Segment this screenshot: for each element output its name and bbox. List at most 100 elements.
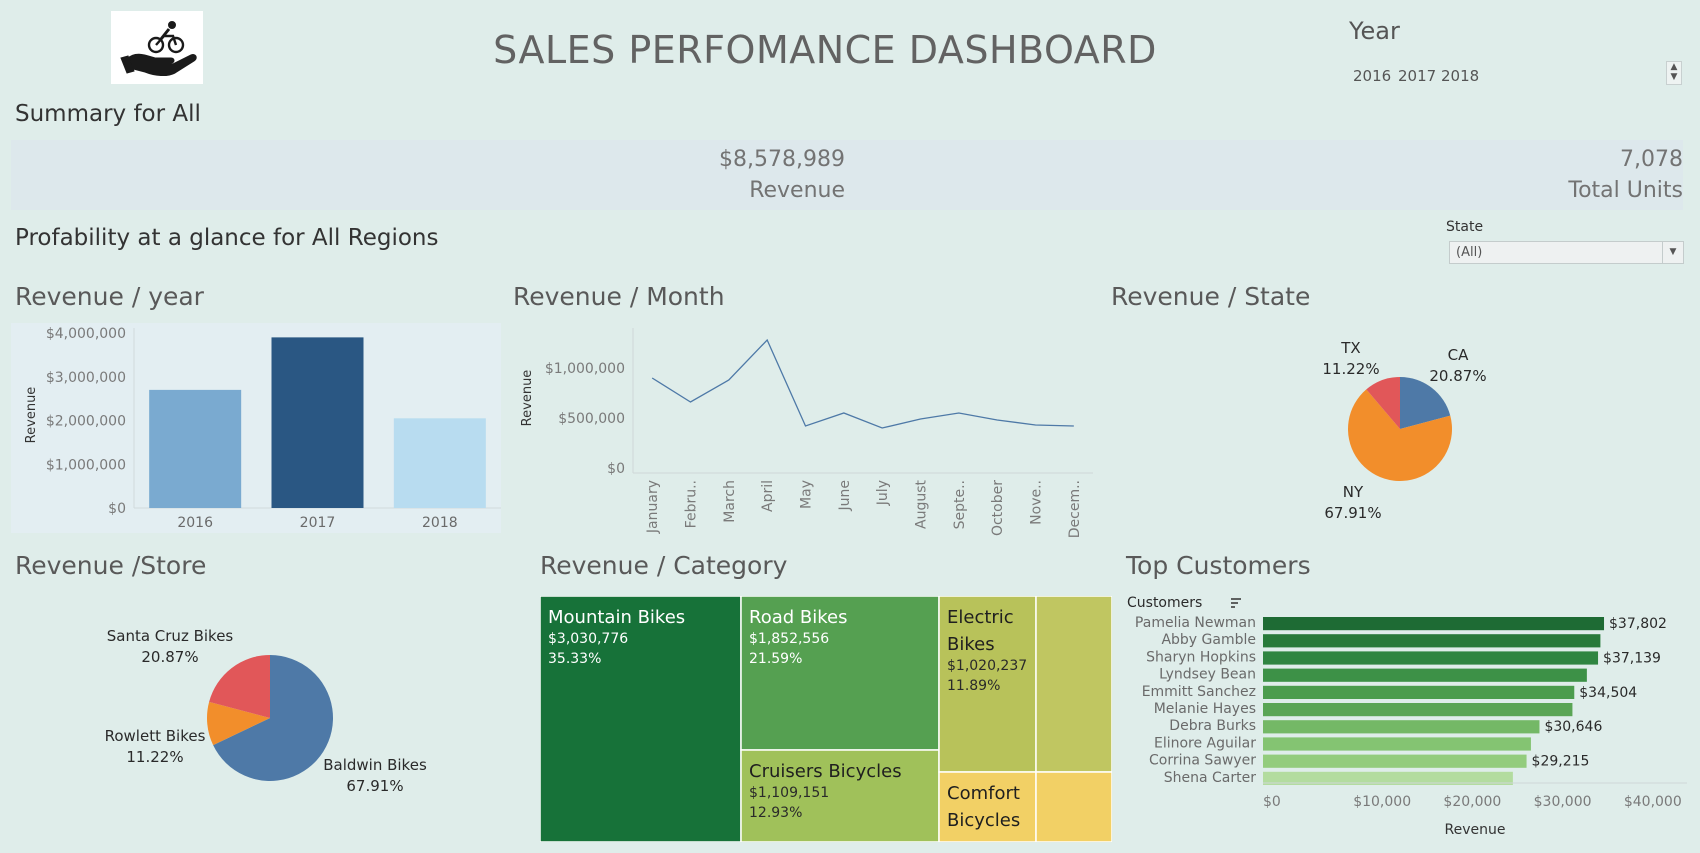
y-tick-label: $2,000,000 xyxy=(46,414,126,430)
slice-rowlett-bikes[interactable] xyxy=(207,701,270,746)
y-tick-label: $0 xyxy=(607,461,625,477)
treemap-name: Mountain Bikes xyxy=(548,607,685,628)
treemap-name: Electric xyxy=(947,607,1014,628)
customer-name: Shena Carter xyxy=(1164,770,1256,786)
summary-title: Summary for All xyxy=(15,101,201,127)
x-tick-label: $10,000 xyxy=(1353,794,1411,810)
customer-bar[interactable] xyxy=(1263,754,1527,768)
slice-ca[interactable] xyxy=(1400,377,1451,429)
treemap-percent: 12.93% xyxy=(749,805,802,821)
year-option-2017[interactable]: 2017 xyxy=(1398,67,1437,85)
customer-bar[interactable] xyxy=(1263,617,1605,631)
customer-bar[interactable] xyxy=(1263,634,1601,648)
y-tick-label: $3,000,000 xyxy=(46,370,126,386)
state-filter-label: State xyxy=(1446,219,1484,235)
dropdown-arrow-icon[interactable]: ▼ xyxy=(1662,242,1683,263)
treemap-cell-comfort-bicycles[interactable]: Comfort Bicycles xyxy=(938,771,1037,842)
treemap-cell-cruisers-bicycles[interactable]: Cruisers Bicycles $1,109,151 12.93% xyxy=(740,749,940,842)
x-tick-label: $40,000 xyxy=(1624,794,1682,810)
treemap-rect[interactable] xyxy=(740,749,940,842)
state-filter-select[interactable]: (All) ▼ xyxy=(1449,241,1684,264)
y-tick-label: $1,000,000 xyxy=(46,457,126,473)
treemap-cell-mountain-bikes[interactable]: Mountain Bikes $3,030,776 35.33% xyxy=(540,596,742,842)
logo xyxy=(111,11,203,84)
customer-bar[interactable] xyxy=(1263,651,1599,665)
customer-name: Elinore Aguilar xyxy=(1154,735,1256,751)
slice-baldwin-bikes[interactable] xyxy=(213,655,333,781)
bar-2017[interactable] xyxy=(271,337,364,508)
bar-2018[interactable] xyxy=(393,418,486,508)
y-tick-label: $4,000,000 xyxy=(46,326,126,342)
treemap-cell-other[interactable] xyxy=(1035,596,1112,773)
treemap-value: $1,109,151 xyxy=(749,785,829,801)
bar-value-label: $37,802 xyxy=(1609,616,1667,632)
treemap-cell-other[interactable] xyxy=(1035,771,1112,842)
revenue-category-chart: Mountain Bikes $3,030,776 35.33% Road Bikes… xyxy=(540,596,1112,842)
customer-name: Emmitt Sanchez xyxy=(1142,684,1256,700)
customer-name: Corrina Sawyer xyxy=(1149,753,1256,769)
customer-bar[interactable] xyxy=(1263,685,1575,699)
bar-2016[interactable] xyxy=(149,389,242,508)
customer-bar[interactable] xyxy=(1263,737,1531,751)
sort-icon[interactable] xyxy=(1231,598,1241,608)
x-tick-label: Nove.. xyxy=(1029,480,1045,525)
customer-bar[interactable] xyxy=(1263,668,1587,682)
slice-percent: 11.22% xyxy=(126,748,183,766)
x-axis-label: Revenue xyxy=(1445,822,1506,838)
slice-santa-cruz-bikes[interactable] xyxy=(209,655,270,718)
customer-name: Debra Burks xyxy=(1169,718,1256,734)
treemap-rect[interactable] xyxy=(540,596,742,842)
treemap-name: Comfort xyxy=(947,783,1020,804)
slice-ny[interactable] xyxy=(1348,389,1452,481)
top-customers-title: Top Customers xyxy=(1126,551,1311,580)
revenue-year-title: Revenue / year xyxy=(15,282,204,311)
customer-bar[interactable] xyxy=(1263,771,1513,785)
spinner-down-icon[interactable]: ▼ xyxy=(1670,72,1678,82)
x-tick-label: Decem.. xyxy=(1067,480,1083,538)
year-option-2018[interactable]: 2018 xyxy=(1441,67,1480,85)
customer-bar[interactable] xyxy=(1263,703,1573,717)
revenue-category-title: Revenue / Category xyxy=(540,551,788,580)
units-kpi-label: Total Units xyxy=(1568,178,1683,203)
slice-label: TX xyxy=(1340,339,1360,357)
revenue-line[interactable] xyxy=(651,338,1074,429)
x-tick-label: August xyxy=(914,479,930,529)
revenue-store-chart: Baldwin Bikes 67.91% Rowlett Bikes 11.22% Sa… xyxy=(105,627,427,795)
state-filter-value: (All) xyxy=(1456,245,1483,260)
bar-value-label: $29,215 xyxy=(1532,754,1590,770)
year-spinner[interactable]: ▲ ▼ xyxy=(1666,61,1682,85)
year-option-2016[interactable]: 2016 xyxy=(1353,67,1392,85)
treemap-rect[interactable] xyxy=(938,596,1037,773)
kpi-band xyxy=(11,140,1683,210)
slice-label: Rowlett Bikes xyxy=(105,727,206,745)
x-tick-label: Septe.. xyxy=(952,480,968,529)
x-tick-label: $30,000 xyxy=(1534,794,1592,810)
revenue-month-chart: Revenue $0 $500,000 $1,000,000 January Febru… xyxy=(520,328,1093,538)
x-tick-label: June xyxy=(837,480,853,512)
revenue-kpi-label: Revenue xyxy=(749,178,845,203)
treemap-rect[interactable] xyxy=(740,596,940,751)
treemap-rect[interactable] xyxy=(1035,771,1112,842)
x-tick-label: $0 xyxy=(1263,794,1281,810)
customer-name: Melanie Hayes xyxy=(1154,701,1256,717)
treemap-percent: 21.59% xyxy=(749,651,802,667)
revenue-state-chart: CA 20.87% NY 67.91% TX 11.22% xyxy=(1322,339,1486,522)
treemap-rect[interactable] xyxy=(938,771,1037,842)
profitability-title: Profability at a glance for All Regions xyxy=(15,225,439,251)
dashboard-title: SALES PERFOMANCE DASHBOARD xyxy=(493,28,1157,72)
slice-label: Santa Cruz Bikes xyxy=(107,627,234,645)
customer-name: Abby Gamble xyxy=(1161,632,1256,648)
treemap-cell-electric-bikes[interactable]: Electric Bikes $1,020,237 11.89% xyxy=(938,596,1037,773)
spinner-up-icon[interactable]: ▲ xyxy=(1670,62,1678,72)
treemap-percent: 11.89% xyxy=(947,678,1000,694)
customer-bar[interactable] xyxy=(1263,720,1540,734)
slice-label: CA xyxy=(1448,346,1469,364)
y-tick-label: $0 xyxy=(108,501,126,517)
treemap-rect[interactable] xyxy=(1035,596,1112,773)
slice-percent: 67.91% xyxy=(1324,504,1381,522)
treemap-cell-road-bikes[interactable]: Road Bikes $1,852,556 21.59% xyxy=(740,596,940,751)
revenue-store-title: Revenue /Store xyxy=(15,551,207,580)
treemap-percent: 35.33% xyxy=(548,651,601,667)
x-tick-label: January xyxy=(645,480,661,534)
slice-tx[interactable] xyxy=(1366,377,1400,429)
